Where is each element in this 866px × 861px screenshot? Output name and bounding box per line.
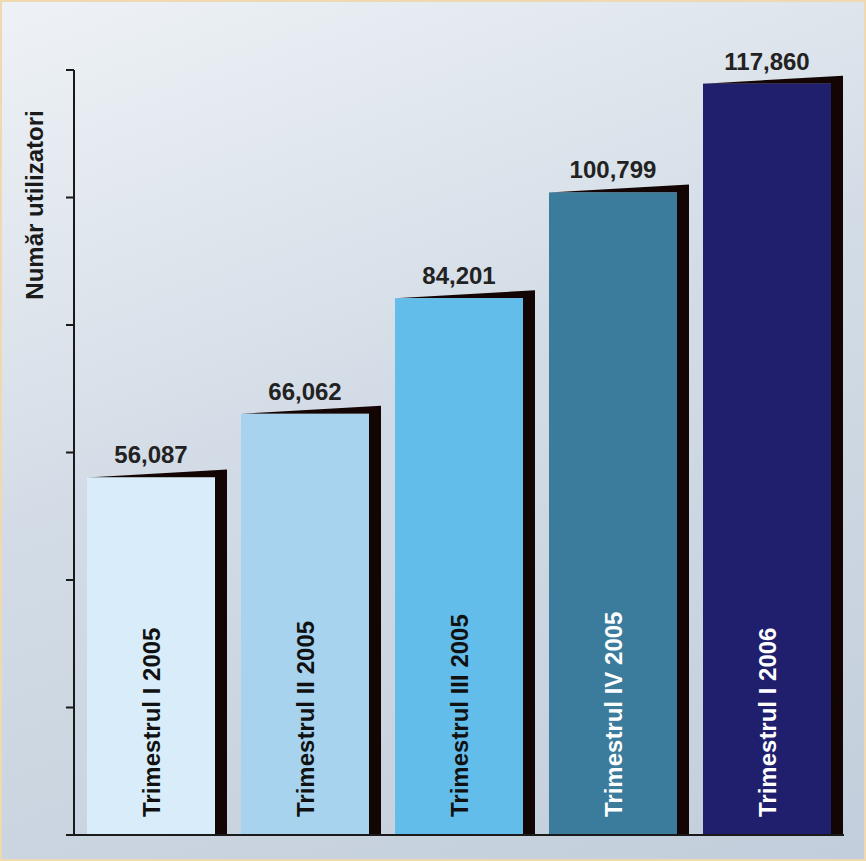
svg-text:Trimestrul II 2005: Trimestrul II 2005 <box>292 621 319 817</box>
svg-text:100,799: 100,799 <box>570 156 657 183</box>
svg-text:117,860: 117,860 <box>724 48 809 75</box>
svg-text:Trimestrul III 2005: Trimestrul III 2005 <box>446 614 473 817</box>
svg-text:84,201: 84,201 <box>422 262 495 289</box>
svg-text:66,062: 66,062 <box>268 378 341 405</box>
svg-text:56,087: 56,087 <box>114 441 187 468</box>
svg-text:Trimestrul IV 2005: Trimestrul IV 2005 <box>600 612 627 817</box>
svg-text:Trimestrul I 2006: Trimestrul I 2006 <box>754 628 781 817</box>
svg-text:Trimestrul I 2005: Trimestrul I 2005 <box>138 628 165 817</box>
svg-text:Număr utilizatori: Număr utilizatori <box>21 110 48 299</box>
